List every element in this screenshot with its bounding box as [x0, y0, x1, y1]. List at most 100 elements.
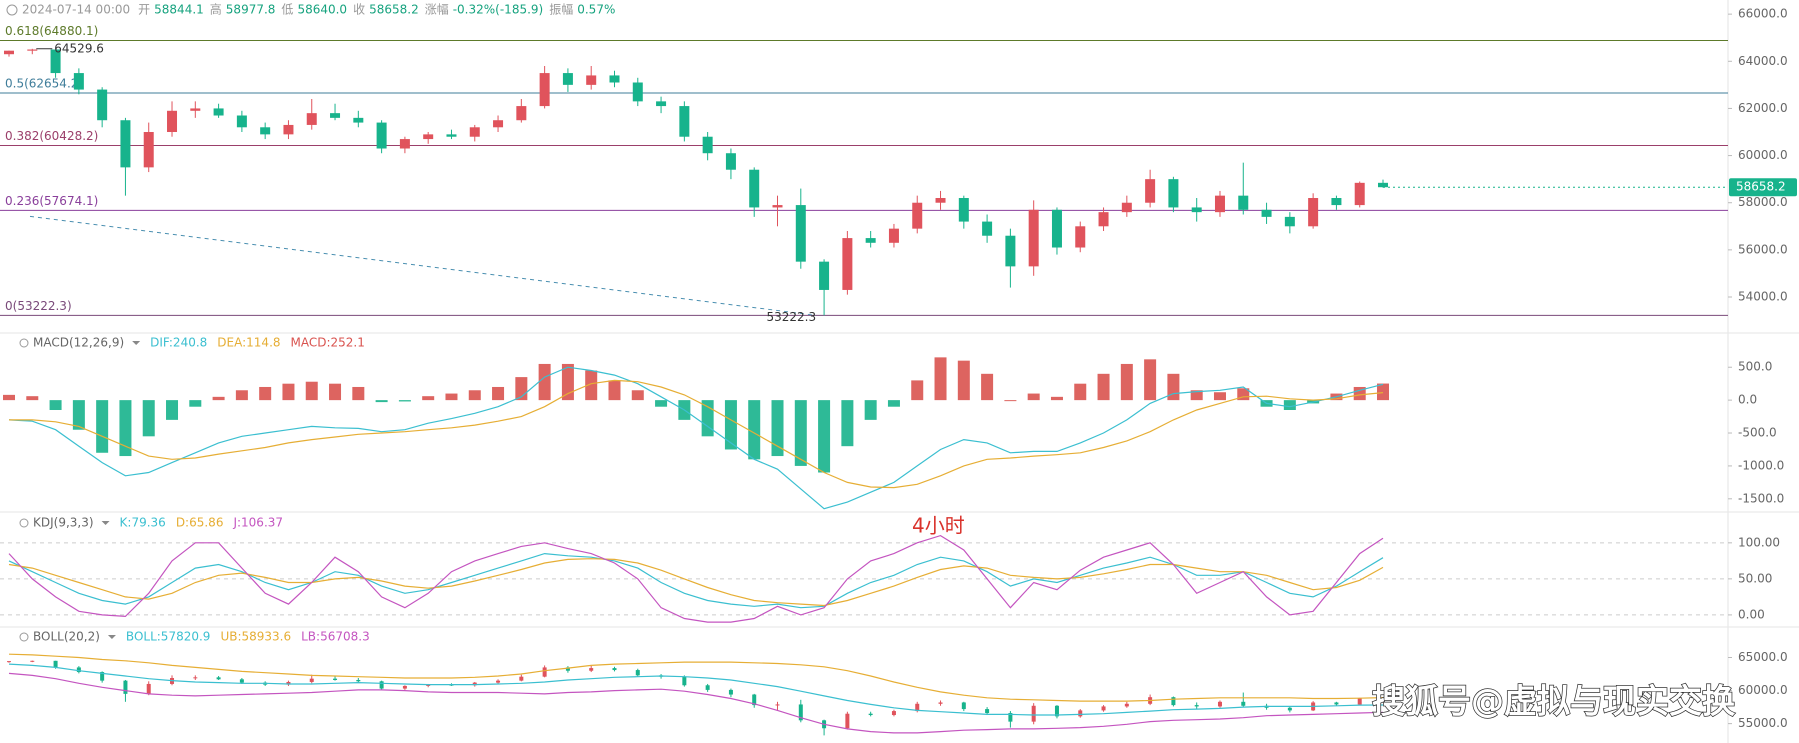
- candle-body: [609, 75, 620, 83]
- candle-body: [1098, 212, 1109, 227]
- candle-body: [891, 711, 896, 716]
- y-tick-label: 0.00: [1738, 607, 1765, 621]
- candle-body: [190, 108, 201, 111]
- macd-bar: [49, 400, 62, 410]
- candle-body: [1194, 705, 1199, 707]
- y-tick-label: 500.0: [1738, 360, 1772, 374]
- candle-body: [50, 49, 61, 74]
- candle-body: [30, 660, 35, 662]
- candle-body: [798, 704, 803, 721]
- header-label: 高: [210, 2, 222, 17]
- candle-body: [239, 679, 244, 683]
- header-value: 58640.0: [297, 3, 347, 17]
- macd-bar: [468, 390, 481, 401]
- candle-body: [656, 101, 667, 107]
- candle-body: [1121, 202, 1132, 213]
- candle-body: [1171, 697, 1176, 706]
- macd-bar: [981, 373, 994, 401]
- dropdown-icon[interactable]: [107, 635, 116, 639]
- candle-body: [496, 680, 501, 683]
- macd-bar: [1120, 363, 1133, 401]
- candle-body: [123, 680, 128, 694]
- candle-body: [961, 702, 966, 710]
- y-tick-label: 66000.0: [1738, 7, 1788, 21]
- candle-body: [73, 73, 84, 90]
- panel-icon[interactable]: [19, 632, 29, 642]
- macd-bar: [1167, 373, 1180, 401]
- indicator-line: [8, 663, 1384, 716]
- candle-body: [912, 202, 923, 229]
- candle-body: [1334, 702, 1339, 705]
- macd-bar: [96, 400, 109, 453]
- macd-bar: [492, 386, 505, 401]
- fib-label: 0.5(62654.2): [5, 77, 83, 91]
- candle-body: [702, 136, 713, 154]
- macd-bar: [72, 400, 85, 430]
- macd-bar: [1237, 388, 1250, 401]
- candle-body: [1145, 179, 1156, 203]
- dropdown-icon[interactable]: [132, 341, 141, 345]
- candle-body: [845, 713, 850, 729]
- macd-bar: [305, 381, 318, 401]
- candle-body: [353, 117, 364, 123]
- legend-entry: DIF:240.8: [150, 336, 207, 350]
- candle-body: [306, 113, 317, 125]
- header-value: 58844.1: [154, 3, 204, 17]
- macd-bar: [864, 400, 877, 420]
- candle-body: [1028, 209, 1039, 267]
- candle-body: [1238, 195, 1249, 210]
- candle-body: [1331, 198, 1342, 206]
- candle-body: [143, 132, 154, 168]
- macd-bar: [1283, 400, 1296, 410]
- macd-bar: [701, 400, 714, 437]
- y-tick-label: 65000.0: [1738, 650, 1788, 664]
- candle-body: [1261, 209, 1272, 217]
- candle-body: [426, 684, 431, 686]
- candle-body: [260, 127, 271, 135]
- candle-body: [1241, 701, 1246, 706]
- macd-bar: [887, 400, 900, 407]
- candle-body: [1381, 698, 1385, 700]
- y-tick-label: 60000.0: [1738, 148, 1788, 162]
- candle-body: [213, 108, 224, 116]
- dropdown-icon[interactable]: [101, 521, 110, 525]
- panel-icon[interactable]: [19, 518, 29, 528]
- macd-bar: [1353, 386, 1366, 401]
- indicator-line: [8, 534, 1384, 623]
- macd-bar: [655, 400, 668, 407]
- header-icon[interactable]: [6, 4, 18, 16]
- y-tick-label: 56000.0: [1738, 242, 1788, 256]
- candle-body: [1078, 710, 1083, 717]
- y-tick-label: 100.00: [1738, 535, 1780, 549]
- macd-bar: [422, 396, 435, 401]
- candle-body: [1124, 703, 1129, 707]
- candle-body: [865, 238, 876, 243]
- macd-bar: [911, 380, 924, 401]
- candle-body: [1101, 706, 1106, 711]
- candle-body: [725, 153, 736, 170]
- macd-bar: [352, 386, 365, 401]
- candle-body: [167, 110, 178, 133]
- candle-body: [146, 683, 151, 694]
- legend-entry: DEA:114.8: [217, 336, 280, 350]
- candle-body: [120, 120, 131, 168]
- indicator-line: [8, 653, 1384, 702]
- candle-body: [399, 139, 410, 149]
- header-value: 0.57%: [577, 3, 615, 17]
- candle-body: [27, 49, 38, 51]
- candle-body: [772, 205, 783, 208]
- header-label: 振幅: [549, 2, 573, 17]
- indicator-line: [8, 552, 1384, 609]
- header-label: 低: [281, 3, 293, 17]
- macd-bar: [841, 400, 854, 447]
- y-tick-label: 58000.0: [1738, 195, 1788, 209]
- y-tick-label: 60000.0: [1738, 683, 1788, 697]
- panel-icon[interactable]: [19, 338, 29, 348]
- candle-body: [586, 75, 597, 85]
- candle-body: [1005, 235, 1016, 267]
- candle-body: [935, 198, 946, 203]
- header-label: 开: [138, 3, 150, 17]
- macd-bar: [724, 400, 737, 450]
